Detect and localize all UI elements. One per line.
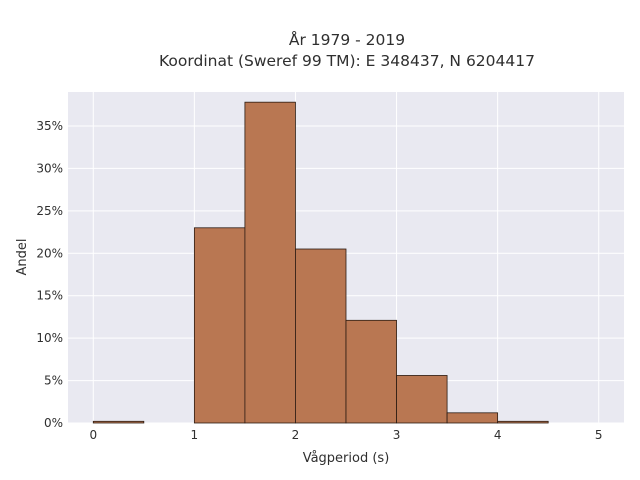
y-tick-label: 0% [44,416,63,430]
y-tick-label: 10% [36,331,63,345]
y-tick-label: 35% [36,119,63,133]
y-tick-label: 30% [36,161,63,175]
histogram-bar [446,412,499,424]
x-tick-label: 5 [595,428,603,442]
chart-title-line-1: År 1979 - 2019 [289,30,405,49]
histogram-bar [345,319,397,424]
y-tick-labels: 0% 5% 10% 15% 20% 25% 30% 35% [36,119,63,430]
histogram-bar [295,248,347,424]
histogram-bar [244,101,296,424]
y-tick-label: 25% [36,204,63,218]
histogram-bar [497,420,549,424]
x-tick-label: 1 [191,428,199,442]
histogram-bar [92,420,145,424]
x-tick-label: 3 [393,428,401,442]
x-axis-title: Vågperiod (s) [303,451,390,466]
histogram-bar [193,227,246,424]
bars [92,101,549,424]
histogram-bar [396,375,448,424]
x-tick-labels: 0 1 2 3 4 5 [89,428,602,442]
x-tick-label: 0 [89,428,97,442]
y-tick-label: 20% [36,246,63,260]
x-tick-label: 4 [494,428,502,442]
x-tick-label: 2 [292,428,300,442]
y-tick-label: 15% [36,289,63,303]
y-axis-title: Andel [15,239,30,276]
y-tick-label: 5% [44,374,63,388]
chart-title-line-2: Koordinat (Sweref 99 TM): E 348437, N 62… [159,52,535,70]
